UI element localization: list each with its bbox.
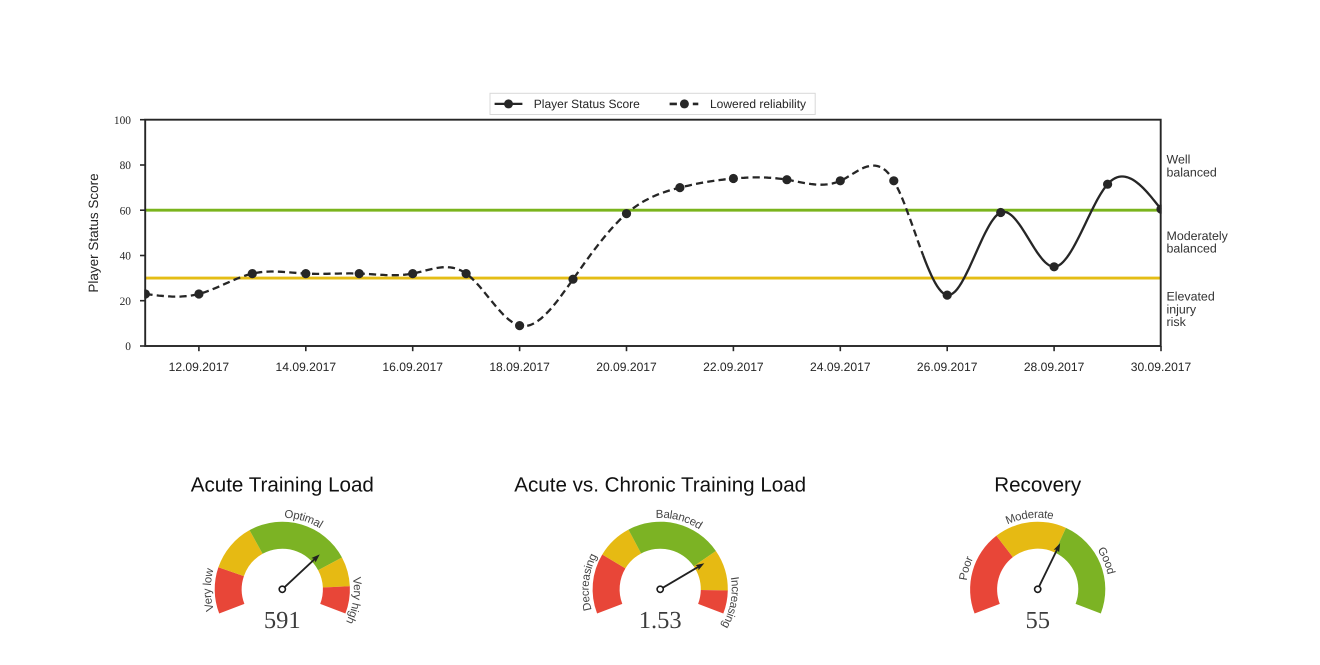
svg-text:26.09.2017: 26.09.2017 — [917, 360, 978, 374]
svg-text:Acute Training Load: Acute Training Load — [191, 474, 374, 497]
svg-text:14.09.2017: 14.09.2017 — [276, 360, 337, 374]
svg-text:12.09.2017: 12.09.2017 — [169, 360, 230, 374]
svg-text:1.53: 1.53 — [639, 607, 682, 634]
svg-text:20.09.2017: 20.09.2017 — [596, 360, 657, 374]
svg-text:Recovery: Recovery — [994, 474, 1082, 497]
svg-text:60: 60 — [120, 205, 132, 217]
svg-text:591: 591 — [264, 607, 301, 634]
svg-text:injury: injury — [1167, 302, 1197, 316]
svg-text:16.09.2017: 16.09.2017 — [382, 360, 443, 374]
svg-text:Moderately: Moderately — [1167, 229, 1229, 243]
svg-text:40: 40 — [120, 251, 132, 263]
svg-text:30.09.2017: 30.09.2017 — [1131, 360, 1192, 374]
svg-text:Very low: Very low — [202, 567, 217, 613]
svg-text:0: 0 — [125, 341, 131, 353]
svg-text:Player Status Score: Player Status Score — [534, 97, 640, 111]
svg-text:20: 20 — [120, 296, 132, 308]
svg-text:balanced: balanced — [1167, 165, 1217, 179]
svg-text:Well: Well — [1167, 153, 1191, 167]
svg-text:Acute vs. Chronic Training Loa: Acute vs. Chronic Training Load — [514, 474, 806, 497]
svg-text:Player Status Score: Player Status Score — [86, 173, 101, 292]
svg-text:22.09.2017: 22.09.2017 — [703, 360, 764, 374]
svg-text:100: 100 — [114, 115, 131, 127]
svg-text:80: 80 — [120, 160, 132, 172]
svg-text:Lowered reliability: Lowered reliability — [710, 97, 806, 111]
svg-text:balanced: balanced — [1167, 242, 1217, 256]
svg-text:18.09.2017: 18.09.2017 — [489, 360, 550, 374]
svg-text:risk: risk — [1167, 315, 1187, 329]
svg-text:24.09.2017: 24.09.2017 — [810, 360, 871, 374]
svg-text:28.09.2017: 28.09.2017 — [1024, 360, 1085, 374]
svg-text:Elevated: Elevated — [1167, 290, 1215, 304]
svg-text:55: 55 — [1025, 607, 1050, 634]
